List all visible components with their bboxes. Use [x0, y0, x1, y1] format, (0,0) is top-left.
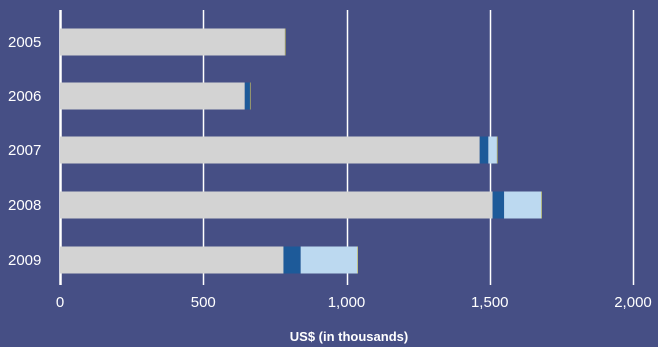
x-tick-label: 1,000 — [328, 294, 366, 311]
bar-segment — [60, 28, 285, 56]
x-tick-label: 1,500 — [471, 294, 509, 311]
bar-segment — [60, 136, 480, 164]
x-tick-label: 0 — [56, 294, 64, 311]
bar-segment — [504, 191, 542, 219]
bar-segment — [488, 136, 497, 164]
bar-segment — [357, 246, 358, 274]
y-tick-label: 2007 — [8, 142, 41, 159]
bar-layer — [60, 28, 542, 274]
bar-segment — [496, 136, 498, 164]
bar-segment — [283, 246, 301, 274]
y-tick-label: 2005 — [8, 34, 41, 51]
bar-segment — [60, 82, 245, 110]
bar-segment — [479, 136, 489, 164]
y-tick-label: 2006 — [8, 88, 41, 105]
x-axis-title: US$ (in thousands) — [290, 329, 408, 344]
bar-segment — [300, 246, 358, 274]
bar-segment — [249, 82, 251, 110]
bar-segment — [541, 191, 542, 219]
bar-segment — [284, 28, 286, 56]
y-tick-label: 2008 — [8, 197, 41, 214]
x-axis-tick-labels: 0 500 1,000 1,500 2,000 — [56, 294, 652, 311]
bar-segment — [244, 82, 250, 110]
bar-segment — [60, 191, 493, 219]
y-axis-tick-labels: 2005 2006 2007 2008 2009 — [8, 34, 41, 269]
bar-segment — [60, 246, 284, 274]
y-tick-label: 2009 — [8, 252, 41, 269]
x-tick-label: 2,000 — [614, 294, 652, 311]
bar-segment — [492, 191, 505, 219]
x-tick-label: 500 — [191, 294, 216, 311]
